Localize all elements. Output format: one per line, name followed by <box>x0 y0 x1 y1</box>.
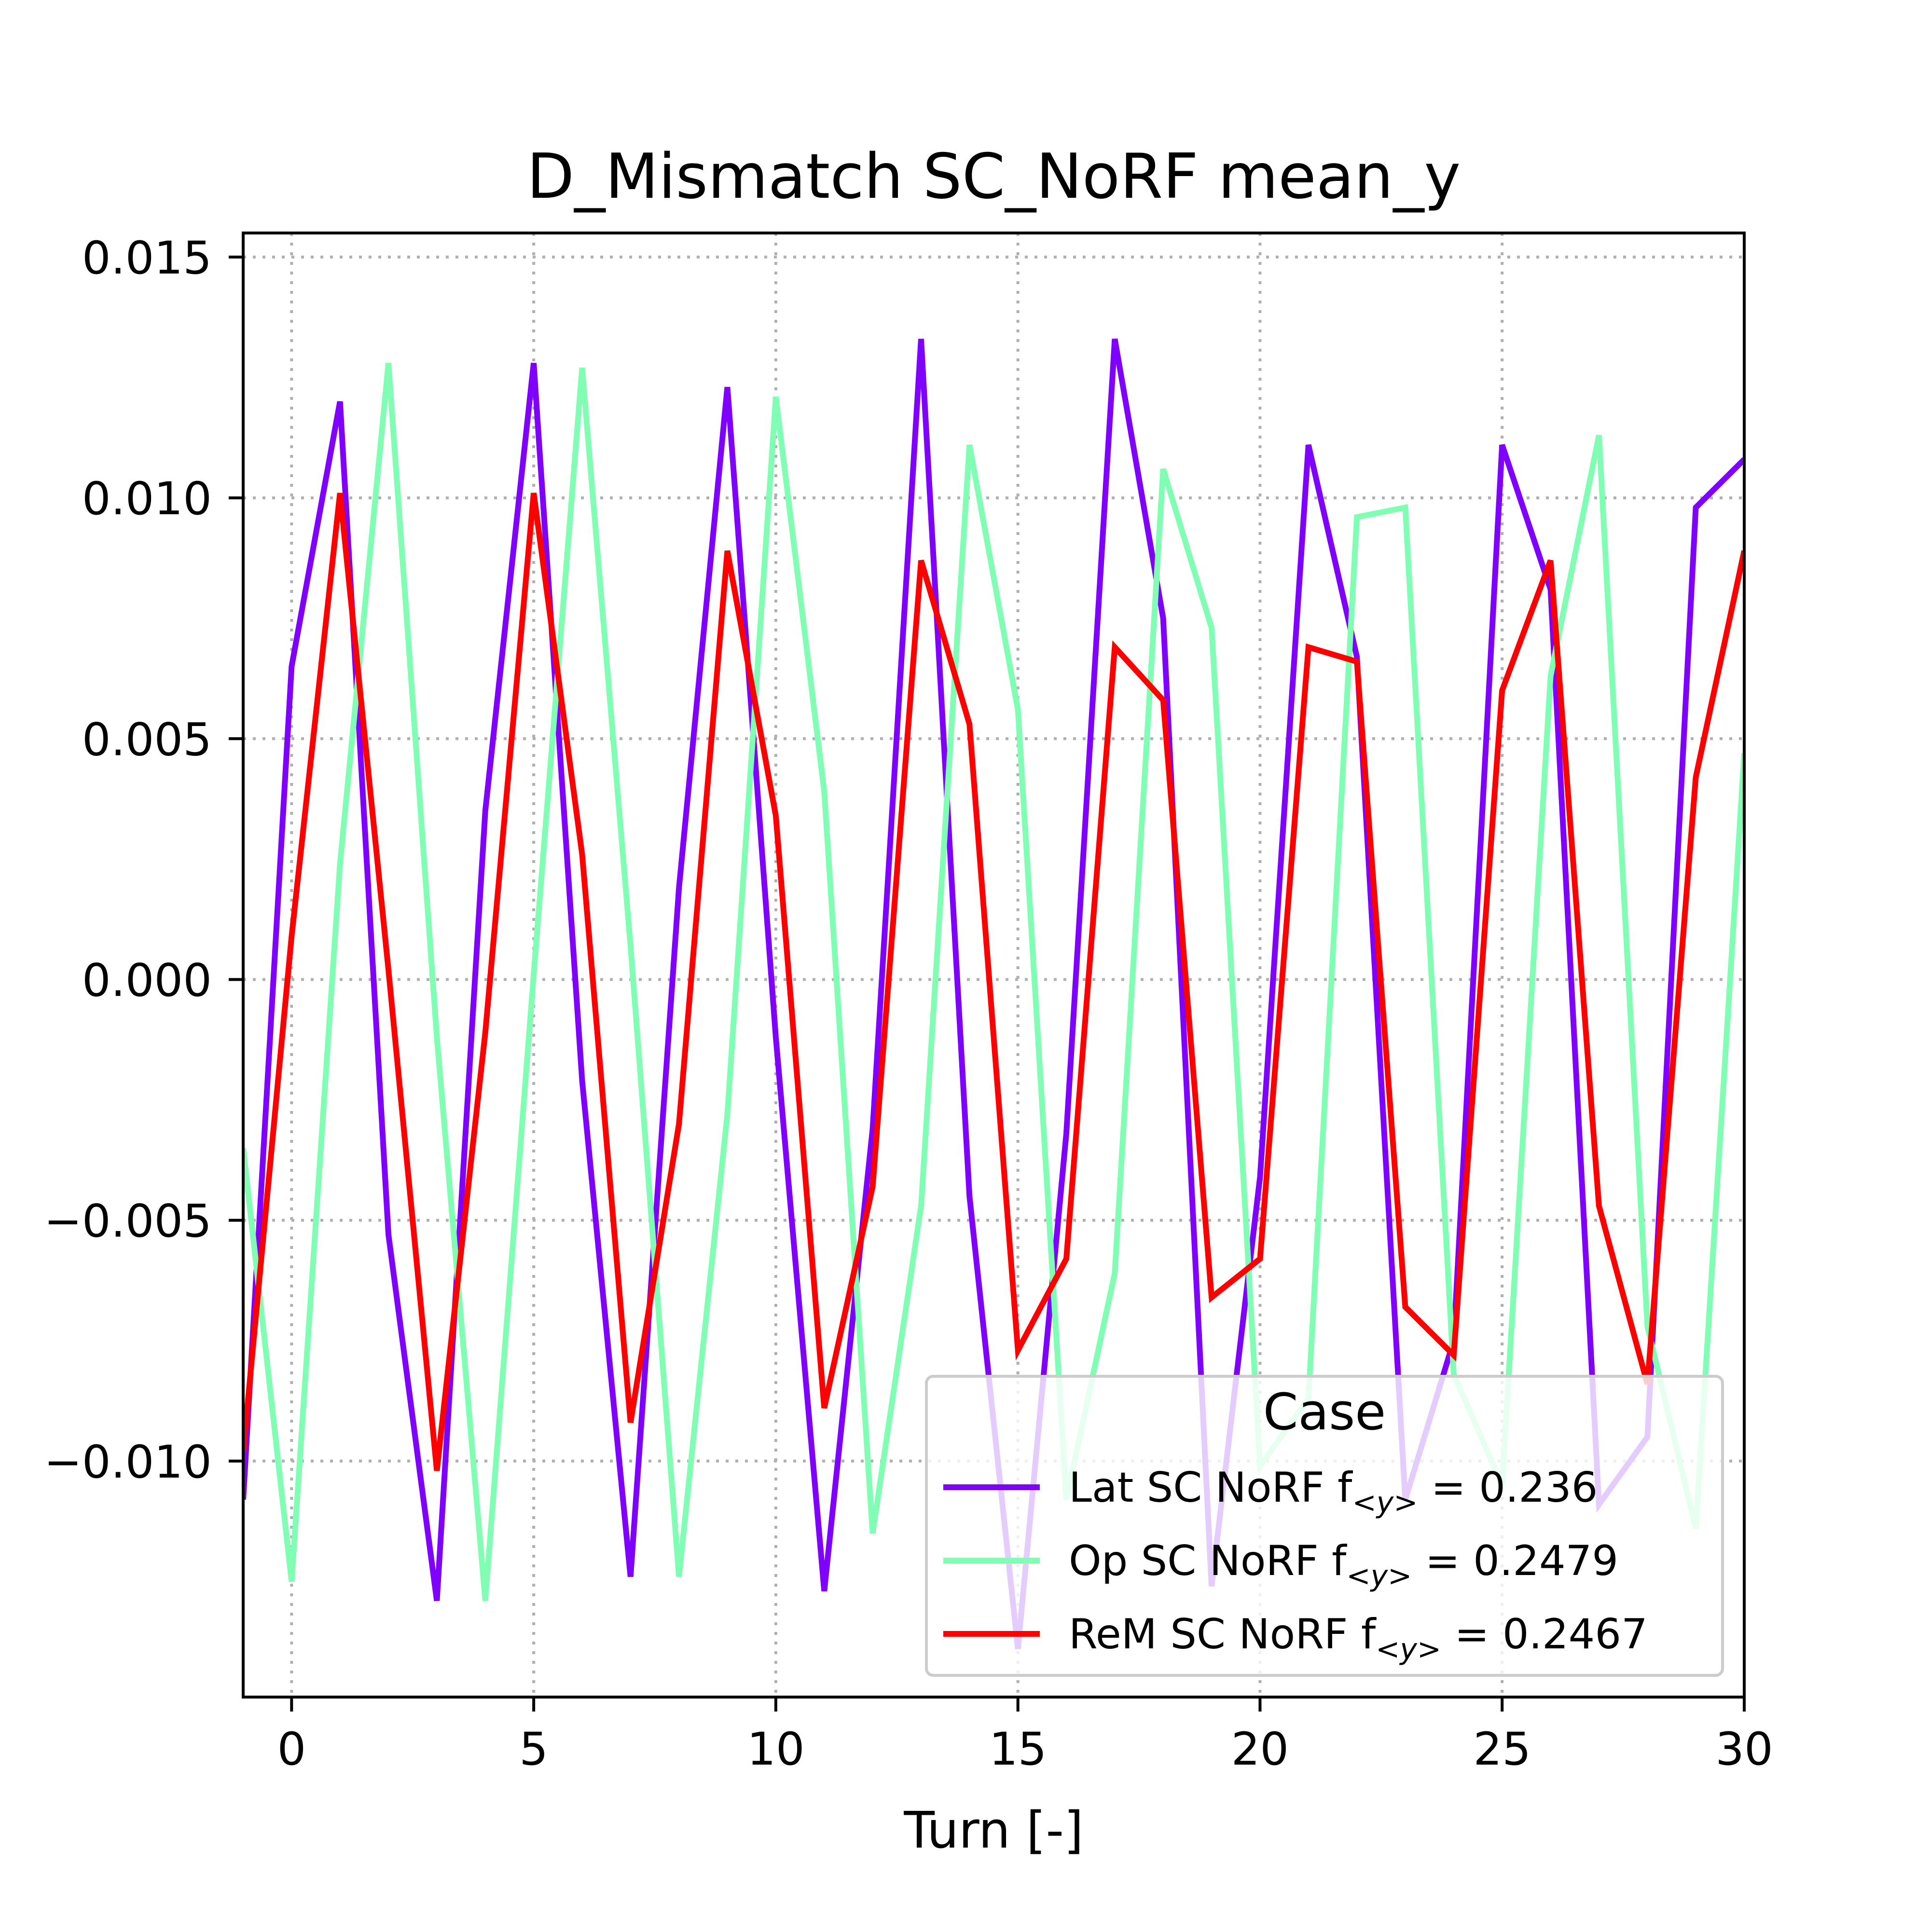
x-tick-label: 10 <box>747 1723 805 1776</box>
x-tick-label: 5 <box>519 1723 548 1776</box>
series-line-3 <box>243 493 1744 1471</box>
x-axis-title: Turn [-] <box>903 1801 1083 1860</box>
x-tick-label: 0 <box>277 1723 306 1776</box>
y-tick-label: −0.010 <box>44 1436 212 1489</box>
y-tick-label: −0.005 <box>44 1195 212 1248</box>
y-tick-label: 0.015 <box>82 232 212 285</box>
x-tick-label: 15 <box>989 1723 1047 1776</box>
chart-title: D_Mismatch SC_NoRF mean_y <box>527 141 1461 213</box>
x-tick-label: 30 <box>1715 1723 1773 1776</box>
plot-frame <box>242 232 1746 1699</box>
legend-label-2: Op SC NoRF f<y> = 0.2479 <box>1069 1537 1618 1593</box>
axis-ticks: 0 5 10 15 20 25 30 −0.010 −0.005 0.000 0.005 0.010 0… <box>44 232 1773 1776</box>
legend-label-1: Lat SC NoRF f<y> = 0.236 <box>1069 1464 1598 1520</box>
legend-title: Case <box>1263 1383 1386 1441</box>
y-tick-label: 0.010 <box>82 473 212 525</box>
x-tick-label: 20 <box>1231 1723 1289 1776</box>
y-tick-label: 0.005 <box>82 713 212 766</box>
legend-box <box>925 1375 1724 1677</box>
legend-label-3: ReM SC NoRF f<y> = 0.2467 <box>1069 1610 1648 1666</box>
legend: Case Lat SC NoRF f<y> = 0.236 Op SC NoRF f… <box>925 1375 1724 1677</box>
x-tick-label: 25 <box>1473 1723 1531 1776</box>
y-tick-label: 0.000 <box>82 954 212 1007</box>
